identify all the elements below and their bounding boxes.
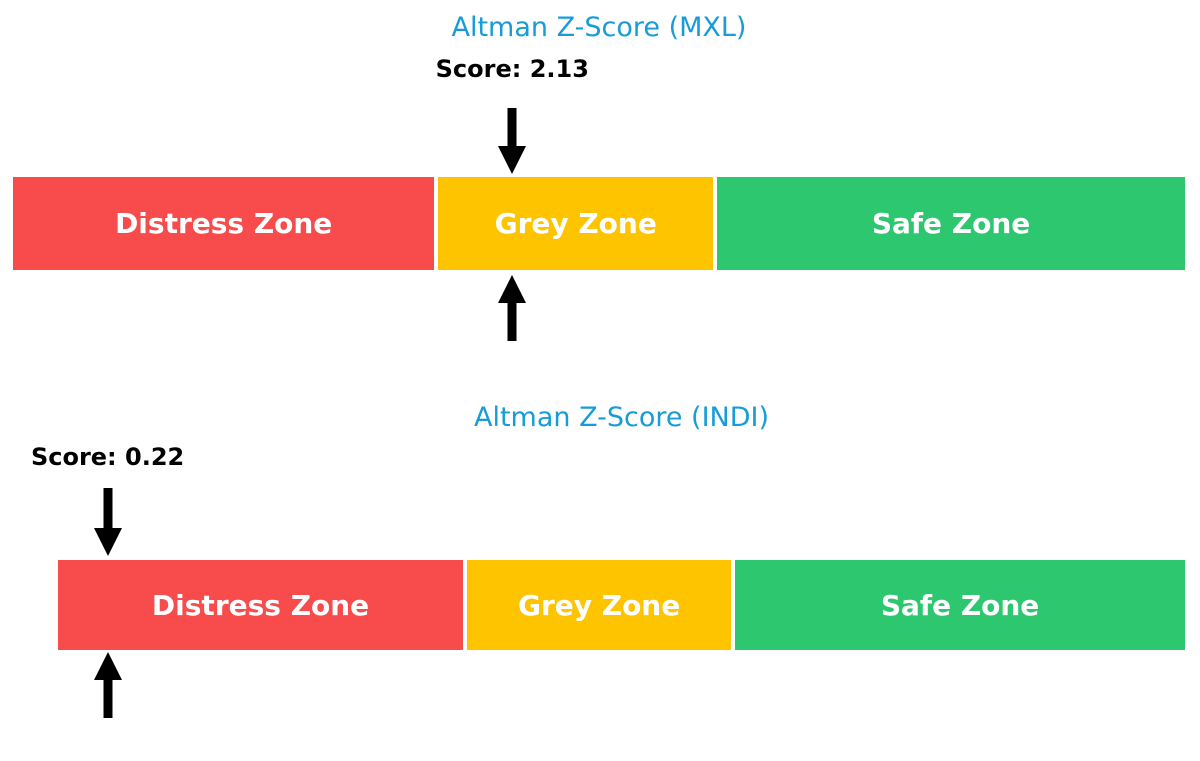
chart-title-indi: Altman Z-Score (INDI) (473, 402, 770, 433)
zone-label-distress: Distress Zone (115, 207, 333, 240)
zone-segment-grey: Grey Zone (438, 177, 714, 270)
score-label: Score: 0.22 (30, 443, 185, 471)
altman-chart-mxl: Altman Z-Score (MXL) Score: 2.13 Distres… (13, 0, 1185, 350)
score-arrow-up-icon (93, 652, 122, 718)
zone-segment-safe: Safe Zone (735, 560, 1185, 650)
zone-label-grey: Grey Zone (517, 588, 681, 622)
zone-bar-mxl: Distress Zone Grey Zone Safe Zone (13, 177, 1185, 270)
chart-title-mxl: Altman Z-Score (MXL) (451, 12, 747, 43)
zone-bar-indi: Distress Zone Grey Zone Safe Zone (58, 560, 1185, 650)
score-arrow-up-icon (498, 275, 527, 341)
zone-label-grey: Grey Zone (494, 207, 657, 240)
zone-segment-grey: Grey Zone (467, 560, 732, 650)
zone-label-safe: Safe Zone (871, 207, 1031, 240)
zone-segment-distress: Distress Zone (13, 177, 435, 270)
zone-segment-distress: Distress Zone (58, 560, 464, 650)
altman-chart-indi: Altman Z-Score (INDI) Score: 0.22 Distre… (31, 400, 1185, 730)
score-arrow-down-icon (93, 488, 122, 556)
score-value-indi: Score: 0.22 (31, 443, 184, 471)
zone-label-safe: Safe Zone (880, 588, 1040, 622)
score-label: Score: 2.13 (435, 55, 589, 83)
zone-segment-safe: Safe Zone (717, 177, 1185, 270)
zone-label-distress: Distress Zone (151, 588, 370, 622)
score-value-mxl: Score: 2.13 (436, 55, 589, 83)
score-arrow-down-icon (498, 108, 527, 174)
